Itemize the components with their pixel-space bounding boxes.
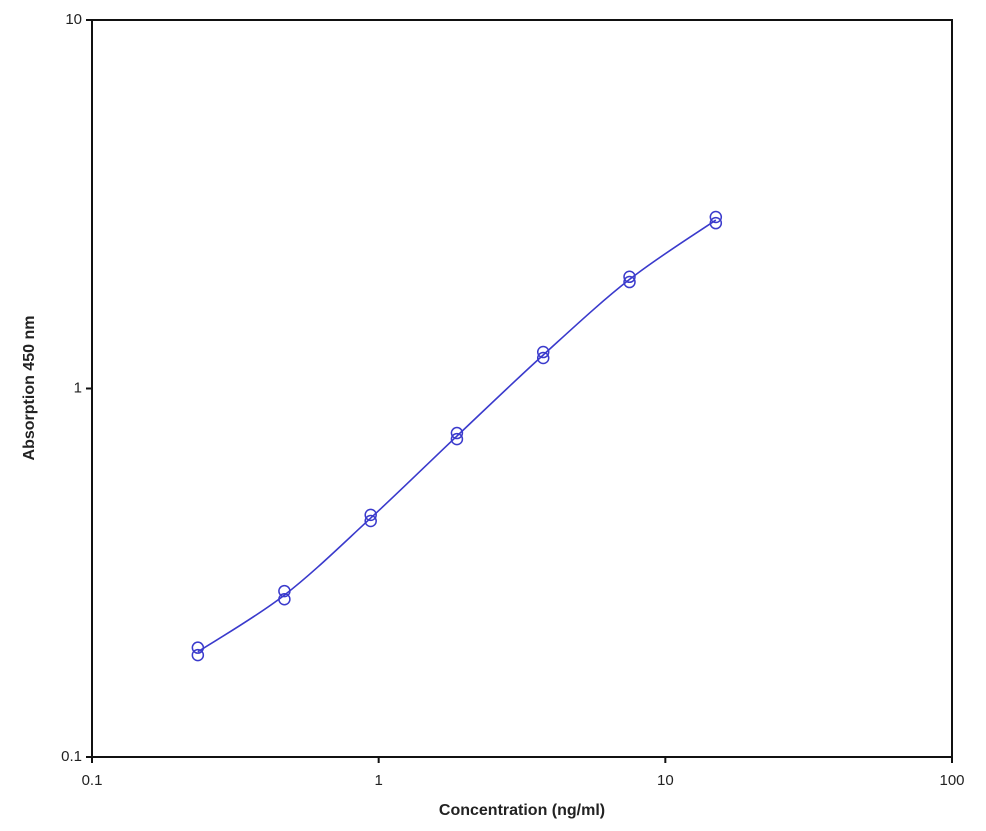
x-tick-label: 100	[939, 772, 964, 789]
data-point	[278, 584, 291, 598]
data-point	[278, 592, 291, 606]
data-point	[191, 648, 205, 662]
x-axis-title: Concentration (ng/ml)	[439, 802, 605, 819]
data-point	[450, 432, 464, 446]
y-tick-label: 0.1	[61, 748, 82, 765]
data-point	[709, 210, 723, 224]
data-point	[364, 508, 377, 522]
y-tick-label: 1	[74, 379, 82, 396]
data-point	[364, 514, 377, 528]
x-tick-label: 1	[374, 772, 382, 789]
data-point	[709, 216, 723, 230]
data-point	[536, 351, 550, 365]
data-point	[623, 275, 636, 289]
data-point	[536, 345, 550, 359]
x-tick-label: 0.1	[82, 772, 103, 789]
y-axis-title: Absorption 450 nm	[21, 316, 38, 461]
y-tick-label: 10	[65, 11, 82, 28]
x-tick-label: 10	[657, 772, 674, 789]
data-point	[623, 270, 636, 284]
fit-curve	[197, 219, 717, 653]
data-point	[191, 641, 205, 654]
data-point	[450, 426, 464, 440]
